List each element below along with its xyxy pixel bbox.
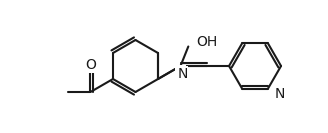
Text: O: O: [85, 58, 96, 72]
Text: N: N: [275, 87, 285, 101]
Text: O: O: [85, 58, 96, 72]
Text: N: N: [177, 67, 188, 81]
Text: OH: OH: [196, 34, 217, 49]
Text: OH: OH: [196, 34, 217, 49]
Text: N: N: [275, 87, 285, 101]
Text: N: N: [175, 66, 186, 80]
